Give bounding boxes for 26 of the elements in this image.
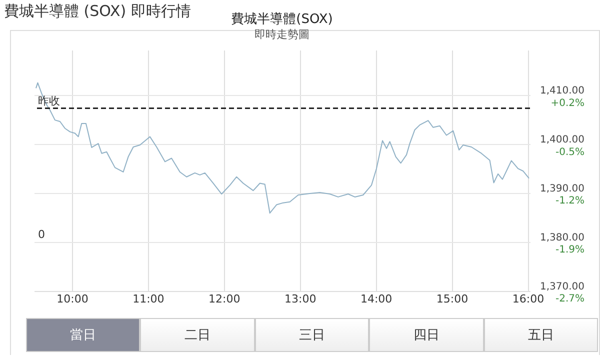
y-tick-label: 1,390.00	[540, 184, 584, 195]
y2-tick-label: -1.2%	[555, 196, 584, 207]
x-tick-label: 15:00	[436, 292, 468, 306]
y-tick-label: 1,400.00	[540, 134, 584, 146]
y-tick-label: 1,370.00	[540, 282, 584, 292]
y2-tick-label: -1.9%	[555, 244, 584, 256]
x-tick-label: 16:00	[512, 292, 544, 306]
x-tick-label: 12:00	[208, 292, 240, 306]
x-tick-label: 14:00	[360, 292, 392, 306]
y-tick-label: 1,410.00	[540, 86, 584, 97]
y2-tick-label: -0.5%	[555, 146, 584, 158]
annotation: 0	[38, 228, 45, 241]
y2-tick-label: +0.2%	[550, 98, 584, 109]
tab-button[interactable]: 四日	[369, 318, 484, 352]
x-tick-label: 10:00	[56, 292, 88, 306]
y2-tick-label: -2.7%	[555, 294, 584, 304]
tab-button[interactable]: 二日	[140, 318, 255, 352]
ref-line-label: 昨收	[38, 94, 60, 108]
text: 費城半導體 (SOX) 即時行情	[4, 2, 191, 21]
x-tick-label: 13:00	[284, 292, 316, 306]
chart-title: 費城半導體(SOX)	[231, 12, 333, 27]
x-tick-label: 11:00	[132, 292, 164, 306]
tab-button[interactable]: 三日	[254, 318, 370, 352]
y-tick-label: 1,380.00	[540, 232, 584, 244]
chart-subtitle: 即時走勢圖	[254, 28, 310, 41]
tab-button[interactable]: 五日	[484, 318, 598, 352]
